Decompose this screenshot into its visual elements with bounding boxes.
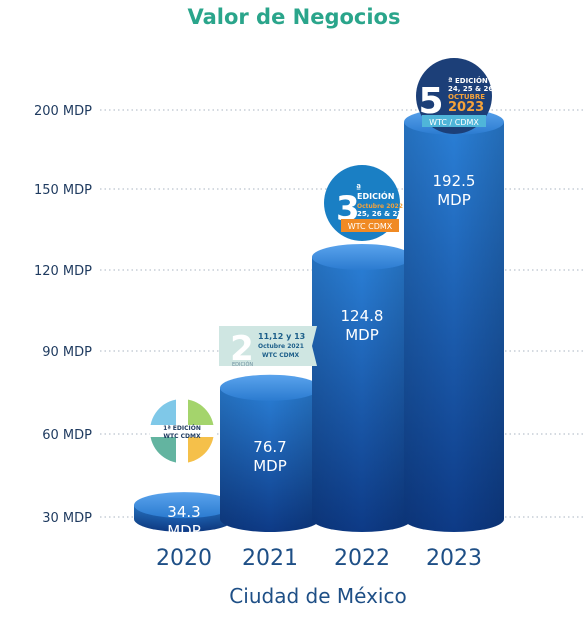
badge-text: 25, 26 & 27 (357, 210, 402, 218)
bar-shading (404, 121, 504, 532)
badge-text: OCTUBRE (448, 93, 485, 101)
badge-text: Octubre 2022 (357, 203, 403, 210)
x-tick-label: 2023 (426, 546, 482, 571)
badge-text: 1ª EDICIÓN (163, 425, 201, 432)
bars: 34.3 MDP 76.7 MDP 124.8 MDP 192.5 MDP (134, 108, 504, 540)
badge-text: ª (448, 76, 453, 85)
x-axis: 2020 2021 2022 2023 (156, 546, 482, 571)
y-axis: 30 MDP 60 MDP 90 MDP 120 MDP 150 MDP 200 MDP (34, 104, 92, 526)
bar-shading (312, 257, 412, 532)
bar-2020: 34.3 MDP (134, 492, 234, 540)
bar-2021: 76.7 MDP (220, 374, 320, 532)
x-tick-label: 2020 (156, 546, 212, 571)
y-tick-label: 150 MDP (34, 183, 92, 198)
badge-text: 11,12 y 13 (258, 332, 305, 341)
badge-ribbon (219, 326, 317, 366)
y-tick-label: 120 MDP (34, 264, 92, 279)
badge-text: EDICIÓN (455, 76, 488, 85)
bar-value-label: 34.3 MDP (167, 503, 201, 540)
plus-horizontal (150, 425, 214, 437)
badge-text: 2 (230, 329, 254, 369)
bar-top (312, 244, 412, 271)
badge-text: ª (356, 184, 361, 194)
badge-location-tag (422, 115, 486, 127)
x-axis-label: Ciudad de México (229, 584, 406, 608)
bar-top (134, 492, 234, 519)
badge-location-tag (341, 219, 399, 232)
badge-segment (150, 399, 182, 431)
badge-text: 2023 (448, 100, 484, 115)
y-tick-label: 200 MDP (34, 104, 92, 119)
x-tick-label: 2022 (334, 546, 390, 571)
edition-2-badge-icon: 2 11,12 y 13 Octubre 2021 WTC CDMX EDICIÓN (219, 326, 317, 369)
y-tick-label: 90 MDP (42, 345, 92, 360)
badge-text: EDICIÓN (357, 190, 394, 201)
badge-text: WTC CDMX (262, 352, 300, 359)
badge-text: 24, 25 & 26 (448, 85, 493, 93)
bar-2023: 192.5 MDP (404, 108, 504, 532)
badge-text: WTC / CDMX (429, 118, 479, 127)
bar-top (220, 374, 320, 401)
bar-value-label: 76.7 MDP (253, 438, 287, 475)
badge-text: Octubre 2021 (258, 343, 304, 350)
badge-segment (182, 399, 214, 431)
bar-value-label: 124.8 MDP (341, 307, 384, 344)
y-tick-label: 30 MDP (42, 511, 92, 526)
bar-value-label: 192.5 MDP (433, 172, 476, 209)
x-tick-label: 2021 (242, 546, 298, 571)
bar-shading (220, 387, 320, 532)
badge-segment (150, 431, 182, 463)
badge-text: WTC CDMX (163, 433, 201, 440)
badge-segment (182, 431, 214, 463)
badge-text: WTC CDMX (348, 222, 393, 231)
chart-title: Valor de Negocios (187, 5, 400, 29)
y-tick-label: 60 MDP (42, 428, 92, 443)
badge-text: EDICIÓN (232, 361, 253, 368)
bar-2022: 124.8 MDP (312, 244, 412, 532)
